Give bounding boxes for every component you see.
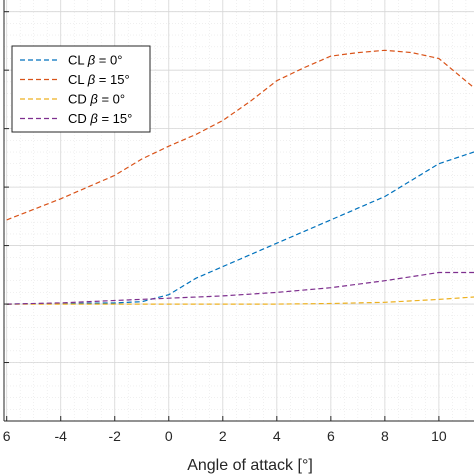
x-tick-label: -2	[109, 428, 122, 444]
legend-box	[11, 45, 151, 133]
legend-entry: CD β = 15°	[68, 111, 132, 126]
x-tick-label: -4	[54, 428, 67, 444]
x-tick-label: 8	[381, 428, 389, 444]
x-tick-label: 0	[165, 428, 173, 444]
series-layer	[6, 49, 474, 305]
x-tick-label: 6	[3, 428, 11, 444]
x-axis-label: Angle of attack [°]	[187, 457, 313, 474]
legend-entry: CL β = 0°	[68, 53, 122, 68]
legend-entry: CL β = 15°	[68, 72, 130, 87]
series-line-1	[6, 49, 474, 221]
x-tick-label: 4	[273, 428, 281, 444]
legend-entry: CD β = 0°	[68, 92, 125, 107]
series-line-2	[6, 296, 474, 305]
x-tick-label: 10	[431, 428, 447, 444]
tick-layer: 6 -4 -2 0 2 4 6 8 10	[3, 11, 447, 444]
series-line-3	[6, 271, 474, 305]
x-tick-label: 2	[219, 428, 227, 444]
series-line-0	[6, 151, 474, 305]
x-tick-label: 6	[327, 428, 335, 444]
legend: CL β = 0° CL β = 15° CD β = 0° CD β = 15°	[11, 45, 151, 133]
